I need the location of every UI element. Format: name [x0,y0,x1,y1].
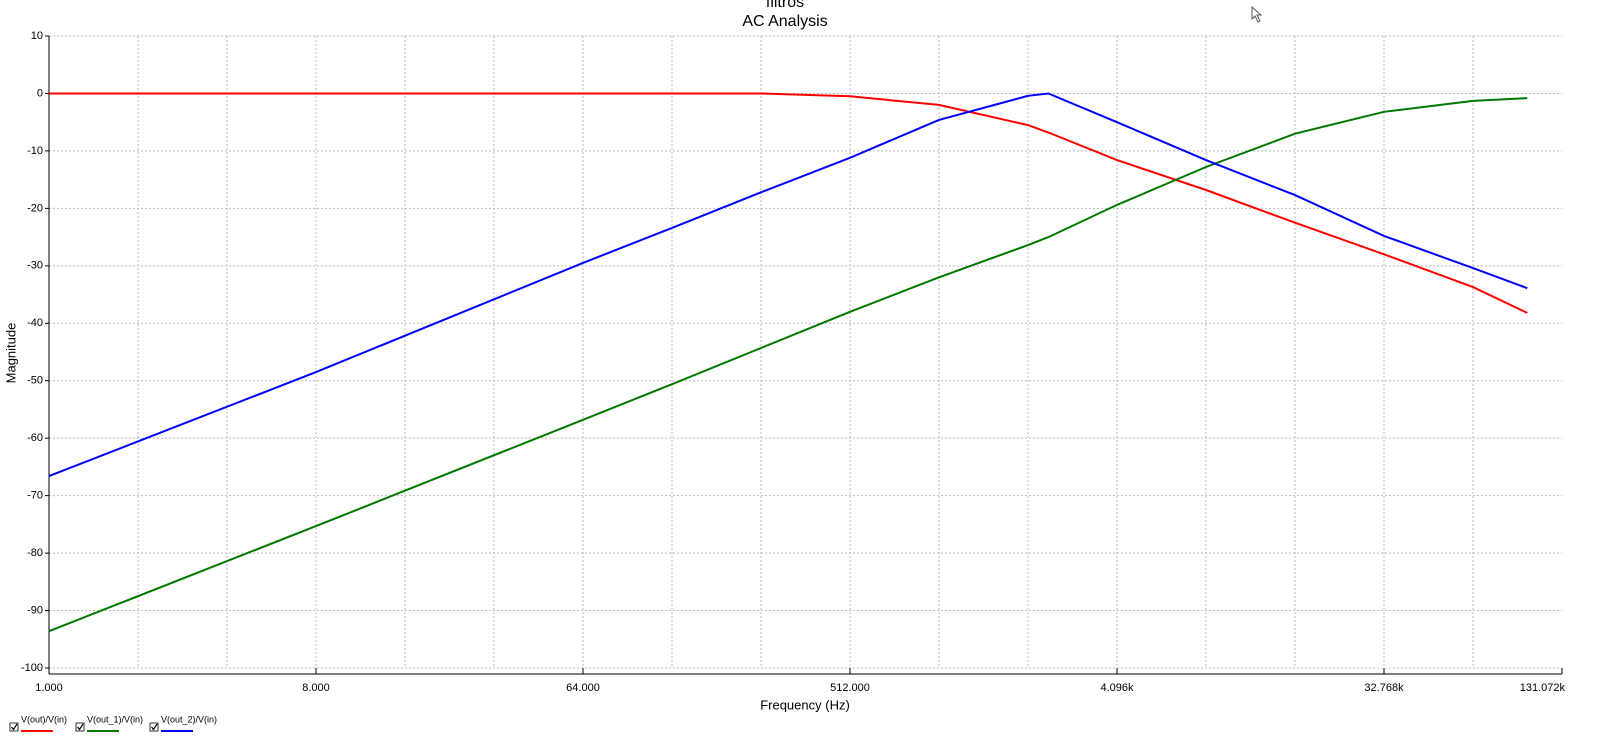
y-tick-label: -40 [27,317,43,329]
chart-subtitle: AC Analysis [742,13,827,30]
y-tick-label: -80 [27,547,43,559]
mouse-cursor [1251,5,1263,23]
x-tick-label: 1.000 [35,682,63,694]
y-tick-label: -20 [27,202,43,214]
x-tick-label: 131.072k [1520,682,1566,694]
legend-check [151,723,158,731]
series-line [49,92,1528,314]
legend-checkbox[interactable] [75,722,85,732]
chart-title: filtros [766,0,804,11]
legend-check [11,723,18,731]
x-tick-label: 4.096k [1100,682,1134,694]
y-tick-label: -100 [21,662,43,674]
y-tick-label: -70 [27,490,43,502]
series-line [48,92,1528,478]
x-tick-label: 32.768k [1364,682,1404,694]
legend-checkbox[interactable] [149,722,159,732]
y-tick-label: -30 [27,260,43,272]
legend-checkbox[interactable] [9,722,19,732]
x-tick-label: 512.000 [830,682,870,694]
y-tick-label: -90 [27,604,43,616]
series-line [48,97,1528,633]
legend-label: V(out_2)/V(in) [161,714,217,724]
legend-check [77,723,84,731]
y-tick-label: -60 [27,432,43,444]
x-tick-label: 8.000 [302,682,330,694]
x-tick-label: 64.000 [566,682,600,694]
y-tick-label: 10 [31,30,43,42]
x-axis-label: Frequency (Hz) [760,697,850,712]
y-tick-label: -10 [27,145,43,157]
y-axis-label: Magnitude [3,323,18,384]
legend-label: V(out_1)/V(in) [87,714,143,724]
y-tick-label: -50 [27,375,43,387]
legend-label: V(out)/V(in) [21,714,67,724]
y-tick-label: 0 [37,87,43,99]
